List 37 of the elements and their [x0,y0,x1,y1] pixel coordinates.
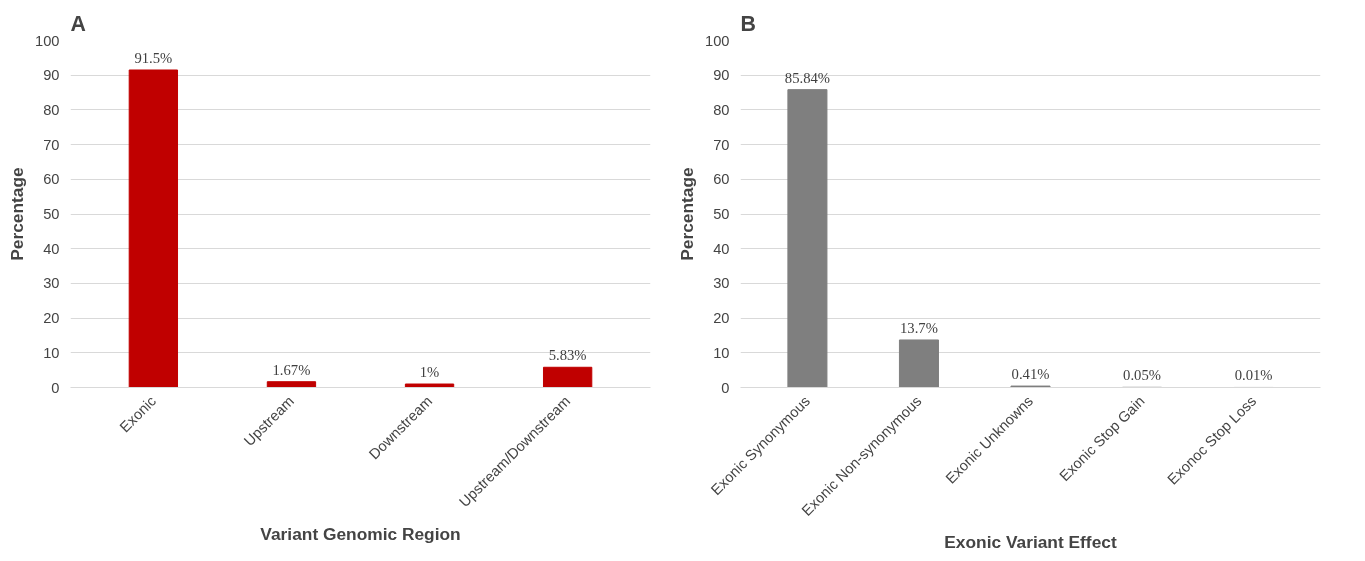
y-tick-label: 40 [43,240,60,257]
data-label: 91.5% [134,50,173,66]
y-tick-label: 90 [43,67,60,84]
y-tick-label: 70 [43,136,60,153]
y-tick-label: 50 [43,206,60,222]
y-tick-label: 40 [713,240,730,257]
data-label: 0.01% [1234,367,1273,384]
y-tick-label: 60 [713,171,730,188]
chart-title: A [70,11,86,36]
y-axis-title: Percentage [677,166,698,261]
y-tick-label: 20 [43,310,60,327]
data-label: 5.83% [548,347,587,364]
y-axis-title: Percentage [7,166,28,261]
y-tick-label: 70 [713,136,730,153]
data-label: 0.41% [1011,366,1050,383]
y-tick-label: 100 [705,32,730,49]
y-tick-label: 60 [43,171,60,188]
y-tick-label: 50 [713,206,730,222]
y-tick-label: 30 [713,275,730,292]
x-axis-title: Exonic Variant Effect [944,532,1117,553]
y-tick-label: 90 [713,67,730,84]
y-tick-label: 20 [713,310,730,327]
y-tick-label: 10 [713,344,730,361]
chart-title: B [740,11,756,36]
data-label: 1.67% [272,361,311,378]
data-label: 0.05% [1123,367,1161,384]
x-axis-title: Variant Genomic Region [260,523,461,544]
data-label: 13.7% [900,319,938,336]
y-tick-label: 0 [721,379,730,396]
y-tick-label: 80 [43,101,60,118]
y-tick-label: 10 [43,344,60,361]
data-label: 85.84% [784,69,831,86]
y-tick-label: 80 [713,101,730,118]
y-tick-label: 0 [51,379,60,396]
y-tick-label: 100 [35,32,60,49]
data-label: 1% [419,364,440,381]
y-tick-label: 30 [43,275,60,292]
